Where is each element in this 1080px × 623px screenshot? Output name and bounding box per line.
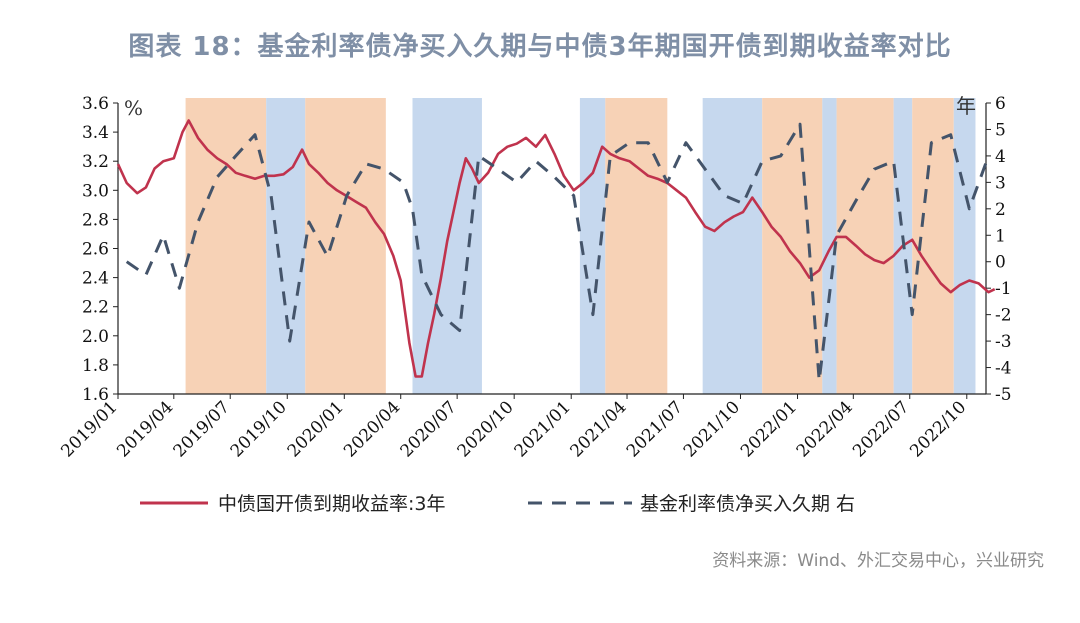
left-unit-label: % bbox=[124, 96, 143, 120]
band-blue-1 bbox=[266, 98, 306, 394]
x-tick-label: 2021/10 bbox=[680, 397, 744, 461]
band-orange-5 bbox=[605, 98, 668, 394]
legend-label-duration: 基金利率债净买入久期 右 bbox=[640, 493, 855, 515]
x-tick-label: 2019/04 bbox=[113, 397, 177, 461]
x-tick-label: 2022/07 bbox=[849, 397, 913, 461]
y-left-tick-label: 2.8 bbox=[82, 210, 109, 230]
y-left-tick-label: 1.8 bbox=[82, 356, 109, 376]
y-right-tick-label: -4 bbox=[995, 359, 1012, 379]
duration-line bbox=[125, 122, 990, 383]
y-left-tick-label: 1.6 bbox=[82, 385, 109, 405]
y-left-tick-label: 2.0 bbox=[82, 327, 109, 347]
x-tick-label: 2022/04 bbox=[793, 397, 857, 461]
y-left-tick-label: 3.2 bbox=[82, 152, 109, 172]
legend-label-yield: 中债国开债到期收益率:3年 bbox=[218, 493, 446, 515]
band-orange-7 bbox=[762, 98, 823, 394]
right-unit-label: 年 bbox=[956, 94, 976, 118]
band-orange-2 bbox=[305, 98, 386, 394]
legend: 中债国开债到期收益率:3年 基金利率债净买入久期 右 bbox=[140, 493, 855, 515]
y-right-tick-label: 4 bbox=[995, 147, 1006, 167]
y-left-tick-label: 3.6 bbox=[82, 94, 109, 114]
x-tick-label: 2020/04 bbox=[340, 397, 404, 461]
x-tick-label: 2020/01 bbox=[284, 397, 348, 461]
x-tick-label: 2020/10 bbox=[454, 397, 518, 461]
y-left-tick-label: 2.6 bbox=[82, 240, 109, 260]
x-tick-label: 2022/10 bbox=[906, 397, 970, 461]
series-layer bbox=[116, 119, 996, 383]
x-tick-label: 2019/01 bbox=[57, 397, 121, 461]
yield-line bbox=[116, 119, 996, 378]
x-tick-label: 2021/07 bbox=[623, 397, 687, 461]
y-right-tick-label: -1 bbox=[995, 279, 1012, 299]
y-left-tick-label: 2.4 bbox=[82, 269, 109, 289]
chart-title: 图表 18：基金利率债净买入久期与中债3年期国开债到期收益率对比 bbox=[128, 32, 952, 62]
source-note: 资料来源：Wind、外汇交易中心，兴业研究 bbox=[712, 551, 1044, 571]
x-tick-label: 2022/01 bbox=[737, 397, 801, 461]
y-right-tick-label: -2 bbox=[995, 306, 1012, 326]
x-tick-label: 2020/07 bbox=[397, 397, 461, 461]
y-left-tick-label: 3.4 bbox=[82, 123, 109, 143]
y-right-tick-label: 5 bbox=[995, 120, 1006, 140]
band-blue-6 bbox=[702, 98, 763, 394]
y-left-tick-label: 2.2 bbox=[82, 298, 109, 318]
band-blue-4 bbox=[579, 98, 606, 394]
x-tick-label: 2021/04 bbox=[566, 397, 630, 461]
x-tick-label: 2019/10 bbox=[227, 397, 291, 461]
y-right-tick-label: 1 bbox=[995, 226, 1006, 246]
y-right-tick-label: -3 bbox=[995, 332, 1012, 352]
band-orange-9 bbox=[836, 98, 894, 394]
x-tick-label: 2019/07 bbox=[170, 397, 234, 461]
y-left-tick-label: 3.0 bbox=[82, 181, 109, 201]
y-right-tick-label: 2 bbox=[995, 200, 1006, 220]
x-tick-label: 2021/01 bbox=[511, 397, 575, 461]
band-orange-0 bbox=[185, 98, 267, 394]
y-right-tick-label: 0 bbox=[995, 253, 1006, 273]
y-right-tick-label: 3 bbox=[995, 173, 1006, 193]
band-blue-12 bbox=[953, 98, 976, 394]
y-right-tick-label: -5 bbox=[995, 385, 1012, 405]
y-right-tick-label: 6 bbox=[995, 94, 1006, 114]
